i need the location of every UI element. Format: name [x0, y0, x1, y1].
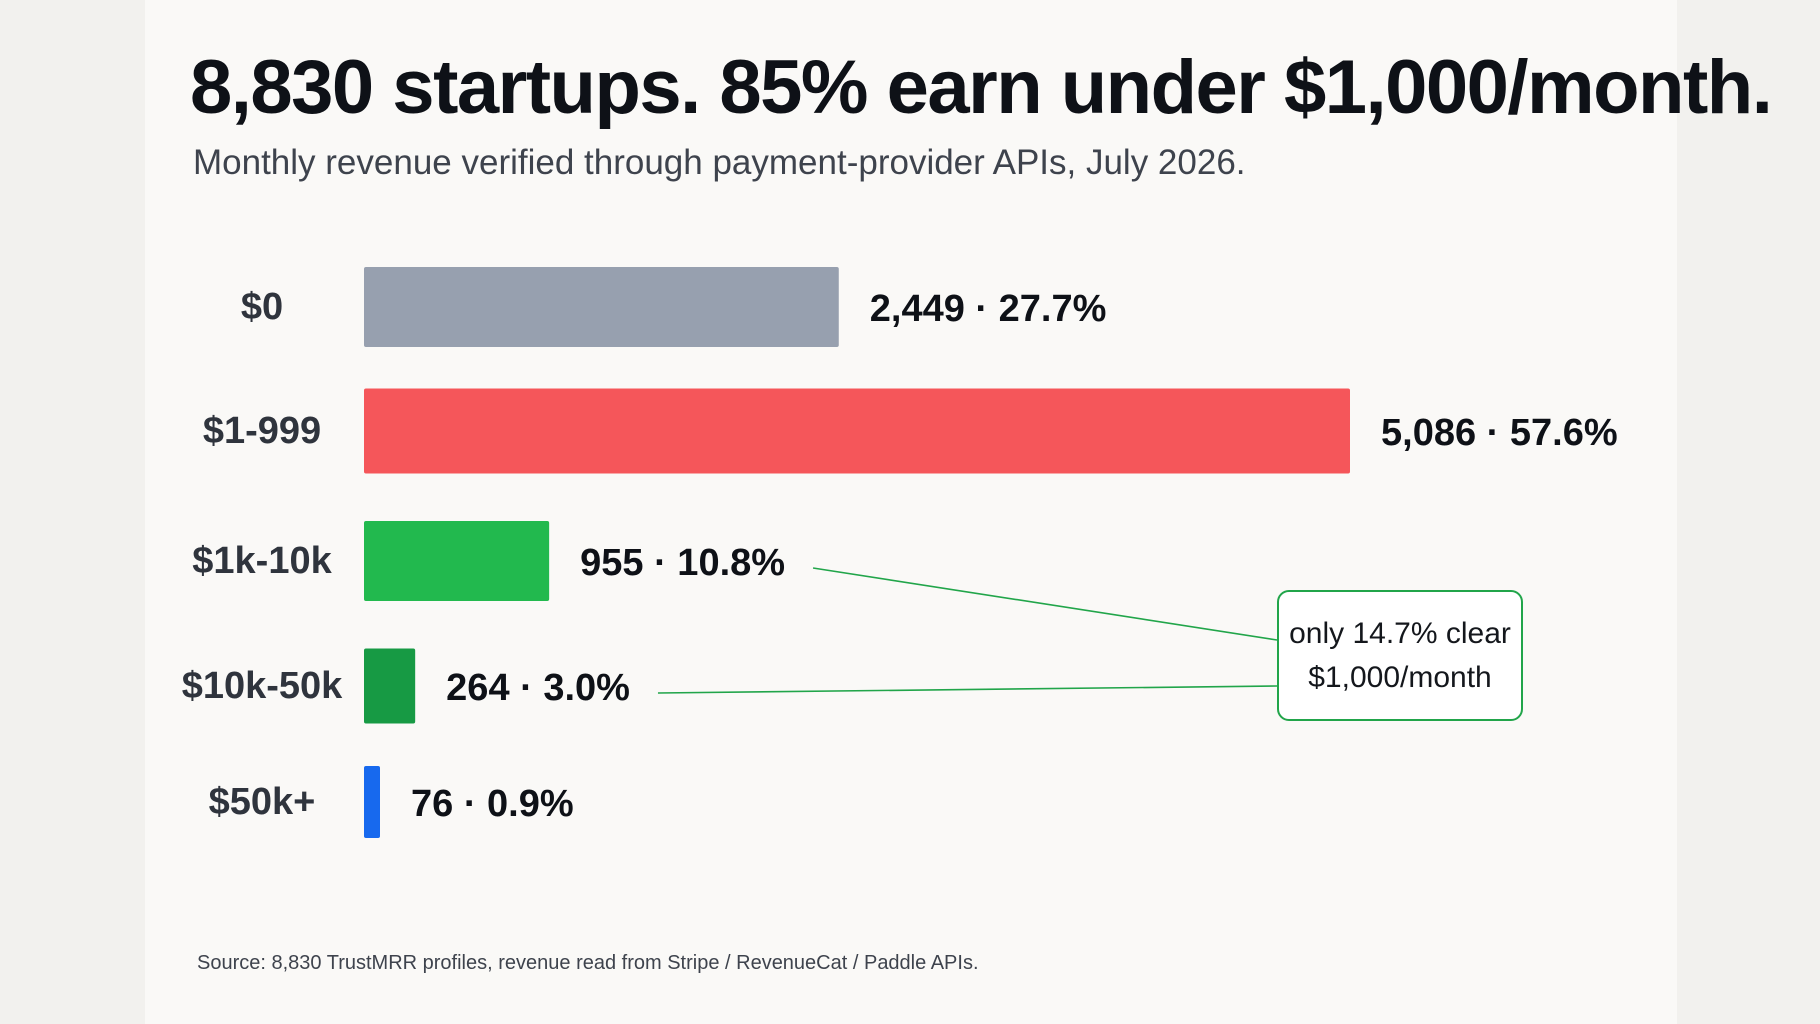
chart-title: 8,830 startups. 85% earn under $1,000/mo…: [190, 45, 1773, 130]
callout-box: only 14.7% clear $1,000/month: [1277, 590, 1523, 721]
callout-connector-1: [657, 685, 1278, 694]
chart-card: [145, 0, 1677, 1024]
bar-2: [364, 521, 550, 601]
chart-subtitle: Monthly revenue verified through payment…: [193, 143, 1246, 182]
bar-series: $0 2,449 · 27.7% $1-999 5,086 · 57.6% $1k-10…: [182, 267, 1618, 838]
value-label-1: 5,086 · 57.6%: [1381, 412, 1618, 454]
callout-connectors: [657, 567, 1278, 694]
callout-text: only 14.7% clear $1,000/month: [1289, 616, 1511, 694]
bar-3: [364, 648, 416, 724]
bar-0: [364, 267, 839, 347]
source-note: Source: 8,830 TrustMRR profiles, revenue…: [197, 952, 979, 974]
value-label-3: 264 · 3.0%: [446, 667, 630, 709]
category-label-0: $0: [241, 286, 283, 328]
value-label-2: 955 · 10.8%: [580, 542, 785, 584]
value-label-0: 2,449 · 27.7%: [870, 288, 1107, 330]
callout-connector-0: [812, 567, 1278, 641]
value-label-4: 76 · 0.9%: [411, 783, 574, 825]
category-label-1: $1-999: [203, 410, 321, 452]
bar-1: [364, 388, 1350, 474]
bar-4: [364, 766, 380, 838]
category-label-2: $1k-10k: [192, 540, 332, 582]
category-label-4: $50k+: [209, 781, 316, 823]
category-label-3: $10k-50k: [182, 665, 343, 707]
